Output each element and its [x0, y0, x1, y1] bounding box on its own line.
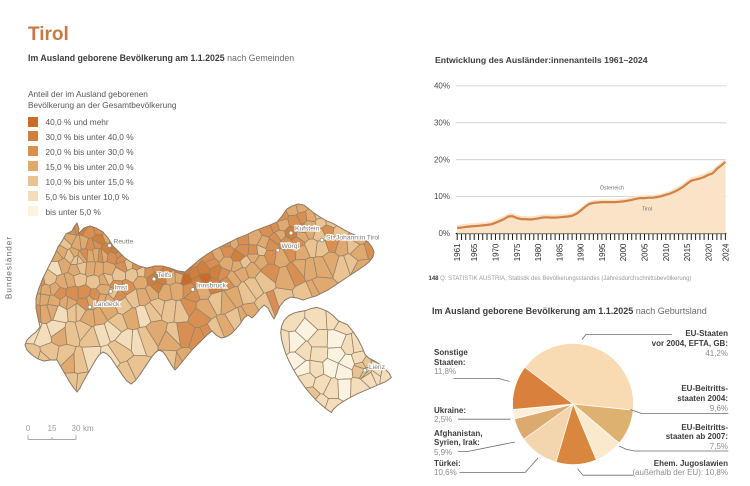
- svg-text:0: 0: [26, 424, 31, 433]
- svg-text:15: 15: [48, 424, 57, 433]
- svg-text:Landeck: Landeck: [94, 301, 120, 308]
- svg-text:30%: 30%: [434, 118, 450, 127]
- svg-text:10%: 10%: [434, 192, 450, 201]
- svg-text:Wörgl: Wörgl: [282, 243, 300, 250]
- svg-text:2005: 2005: [641, 243, 650, 261]
- svg-text:Imst: Imst: [115, 284, 128, 291]
- svg-text:2000: 2000: [619, 243, 628, 261]
- svg-text:Tirol: Tirol: [642, 207, 652, 213]
- svg-text:2015: 2015: [683, 243, 692, 261]
- svg-text:km: km: [83, 424, 94, 433]
- svg-text:40%: 40%: [434, 82, 450, 91]
- svg-text:1970: 1970: [492, 243, 501, 261]
- svg-text:1990: 1990: [577, 243, 586, 261]
- svg-text:0%: 0%: [438, 229, 450, 238]
- svg-text:1985: 1985: [555, 243, 564, 261]
- svg-text:2024: 2024: [721, 243, 730, 261]
- svg-text:Reutte: Reutte: [114, 239, 134, 246]
- svg-text:Österreich: Österreich: [600, 185, 624, 192]
- svg-text:1961: 1961: [453, 243, 462, 261]
- svg-text:St. Johann in Tirol: St. Johann in Tirol: [326, 234, 380, 241]
- svg-text:2010: 2010: [662, 243, 671, 261]
- svg-text:Telfs: Telfs: [158, 272, 172, 279]
- svg-text:30: 30: [72, 424, 81, 433]
- svg-text:Innsbruck: Innsbruck: [197, 282, 227, 289]
- svg-text:Kufstein: Kufstein: [295, 226, 319, 233]
- svg-text:1980: 1980: [534, 243, 543, 261]
- svg-text:1965: 1965: [470, 243, 479, 261]
- svg-text:20%: 20%: [434, 155, 450, 164]
- svg-text:1995: 1995: [598, 243, 607, 261]
- svg-text:1975: 1975: [513, 243, 522, 261]
- svg-text:2020: 2020: [704, 243, 713, 261]
- svg-text:Lienz: Lienz: [369, 364, 386, 371]
